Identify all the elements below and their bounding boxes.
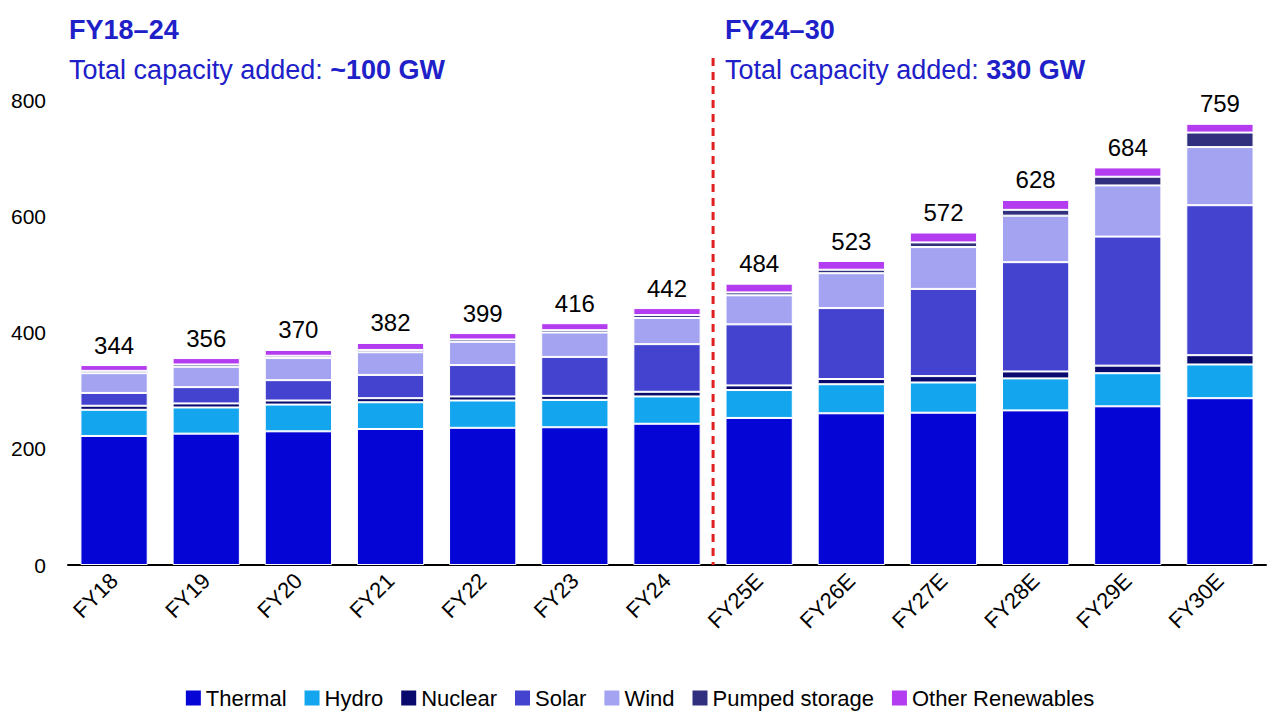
svg-text:Other Renewables: Other Renewables <box>912 686 1094 711</box>
svg-text:FY23: FY23 <box>529 568 584 623</box>
svg-text:FY27E: FY27E <box>887 568 952 633</box>
svg-text:Total capacity added:: Total capacity added: <box>69 55 330 85</box>
svg-text:330 GW: 330 GW <box>986 55 1086 85</box>
svg-text:FY24–30: FY24–30 <box>725 15 835 45</box>
svg-text:FY28E: FY28E <box>979 568 1044 633</box>
svg-text:FY26E: FY26E <box>795 568 860 633</box>
svg-text:Wind: Wind <box>624 686 674 711</box>
svg-text:442: 442 <box>647 275 687 302</box>
svg-text:FY18: FY18 <box>68 568 123 623</box>
svg-text:400: 400 <box>11 321 46 344</box>
svg-text:0: 0 <box>34 554 46 577</box>
svg-text:Solar: Solar <box>535 686 586 711</box>
svg-text:~100 GW: ~100 GW <box>330 55 445 85</box>
svg-text:484: 484 <box>739 250 779 277</box>
svg-text:684: 684 <box>1108 134 1148 161</box>
svg-text:FY22: FY22 <box>437 568 492 623</box>
svg-text:523: 523 <box>831 228 871 255</box>
svg-text:FY21: FY21 <box>345 568 400 623</box>
svg-text:Thermal: Thermal <box>206 686 287 711</box>
svg-text:416: 416 <box>555 290 595 317</box>
svg-text:356: 356 <box>186 325 226 352</box>
svg-text:Hydro: Hydro <box>325 686 384 711</box>
svg-text:FY29E: FY29E <box>1071 568 1136 633</box>
svg-text:344: 344 <box>94 332 134 359</box>
svg-text:FY18–24: FY18–24 <box>69 15 179 45</box>
svg-text:800: 800 <box>11 89 46 112</box>
svg-text:FY30E: FY30E <box>1164 568 1229 633</box>
svg-text:FY25E: FY25E <box>703 568 768 633</box>
svg-text:600: 600 <box>11 205 46 228</box>
svg-text:FY24: FY24 <box>621 568 676 623</box>
svg-text:200: 200 <box>11 437 46 460</box>
svg-text:Pumped storage: Pumped storage <box>713 686 874 711</box>
svg-text:572: 572 <box>923 199 963 226</box>
svg-text:628: 628 <box>1016 166 1056 193</box>
svg-text:759: 759 <box>1200 90 1240 117</box>
svg-text:399: 399 <box>463 300 503 327</box>
svg-text:Nuclear: Nuclear <box>421 686 497 711</box>
svg-text:382: 382 <box>371 309 411 336</box>
svg-text:Total capacity added:: Total capacity added: <box>725 55 986 85</box>
svg-text:FY19: FY19 <box>160 568 215 623</box>
svg-text:FY20: FY20 <box>252 568 307 623</box>
svg-text:370: 370 <box>278 316 318 343</box>
